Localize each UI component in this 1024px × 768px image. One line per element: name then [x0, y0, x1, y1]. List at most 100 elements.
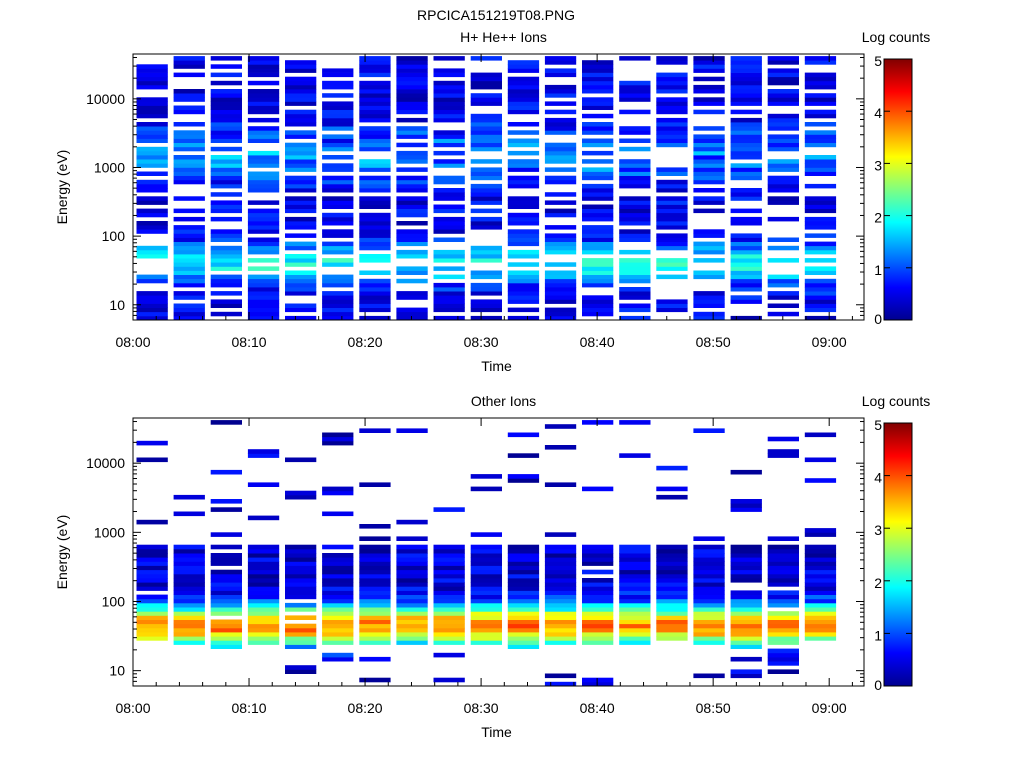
heatmap-cell [285, 225, 317, 230]
heatmap-cell [619, 569, 651, 575]
heatmap-cell [470, 93, 502, 98]
heatmap-cell [656, 171, 688, 176]
heatmap-cell [433, 615, 465, 620]
heatmap-cell [730, 192, 762, 197]
heatmap-cell [322, 557, 354, 562]
heatmap-cell [693, 150, 725, 156]
heatmap-cell [210, 282, 242, 288]
heatmap-cell [396, 241, 428, 247]
heatmap-cell [173, 155, 205, 160]
heatmap-cell [507, 237, 540, 242]
x-tick-label: 08:50 [696, 334, 731, 350]
heatmap-cell [173, 163, 205, 168]
heatmap-cell [173, 196, 205, 201]
heatmap-cell [359, 113, 391, 119]
heatmap-cell [656, 134, 688, 139]
heatmap-cell [433, 208, 465, 214]
heatmap-cell [507, 291, 540, 296]
heatmap-cell [767, 68, 799, 73]
heatmap-cell [507, 60, 540, 65]
heatmap-cell [767, 278, 799, 284]
heatmap-cell [285, 117, 317, 123]
heatmap-cell [730, 278, 762, 284]
heatmap-cell [247, 299, 280, 304]
heatmap-cell [210, 105, 242, 110]
heatmap-cell [433, 507, 465, 512]
heatmap-cell [470, 307, 502, 313]
heatmap-cell [507, 163, 540, 168]
heatmap-cell [359, 282, 391, 288]
heatmap-cell [136, 134, 168, 139]
heatmap-cell [507, 270, 540, 275]
heatmap-cell [507, 254, 540, 259]
x-axis-label: Time [481, 358, 512, 374]
heatmap-cell [804, 636, 837, 641]
heatmap-cell [804, 602, 837, 608]
heatmap-cell [730, 64, 762, 69]
heatmap-cell [210, 636, 242, 641]
heatmap-cell [359, 602, 391, 608]
heatmap-cell [470, 615, 502, 620]
heatmap-cell [693, 544, 725, 550]
heatmap-cell [322, 594, 354, 600]
plot-frame [132, 53, 865, 321]
heatmap-cell [693, 146, 725, 152]
heatmap-cell [247, 72, 280, 78]
heatmap-cell [619, 216, 651, 222]
heatmap-cell [396, 573, 428, 579]
heatmap-cell [730, 565, 762, 571]
heatmap-cell [507, 619, 540, 625]
heatmap-cell [582, 245, 614, 251]
heatmap-cell [767, 72, 799, 78]
heatmap-cell [210, 56, 242, 61]
heatmap-cell [433, 611, 465, 616]
heatmap-cell [470, 159, 502, 164]
heatmap-cell [619, 249, 651, 255]
heatmap-cell [396, 167, 428, 172]
colorbar-tick-label: 1 [874, 627, 882, 643]
heatmap-cell [730, 138, 762, 143]
heatmap-cell [544, 146, 577, 152]
heatmap-cell [730, 656, 762, 662]
heatmap-cell [693, 565, 725, 571]
heatmap-cell [359, 105, 391, 110]
heatmap-cell [247, 611, 280, 616]
heatmap-cell [470, 188, 502, 193]
heatmap-cell [656, 636, 688, 641]
heatmap-cell [359, 428, 391, 433]
heatmap-cell [136, 291, 168, 296]
heatmap-cell [322, 84, 354, 90]
heatmap-cell [433, 573, 465, 579]
heatmap-cell [582, 594, 614, 600]
heatmap-cell [470, 221, 502, 226]
heatmap-cell [396, 311, 428, 317]
heatmap-cell [619, 307, 651, 313]
heatmap-cell [322, 553, 354, 558]
heatmap-cell [656, 200, 688, 205]
heatmap-cell [544, 673, 577, 679]
heatmap-cell [804, 287, 837, 292]
heatmap-cell [322, 229, 354, 234]
heatmap-cell [470, 249, 502, 255]
heatmap-cell [433, 582, 465, 587]
heatmap-cell [210, 89, 242, 94]
heatmap-cell [359, 179, 391, 185]
heatmap-cell [507, 109, 540, 115]
heatmap-cell [507, 295, 540, 300]
heatmap-cell [173, 573, 205, 579]
heatmap-cell [544, 619, 577, 625]
heatmap-cell [359, 134, 391, 139]
heatmap-cell [544, 573, 577, 579]
heatmap-cell [396, 188, 428, 193]
heatmap-cell [582, 171, 614, 176]
heatmap-cell [322, 578, 354, 583]
heatmap-cell [767, 80, 799, 86]
heatmap-cell [470, 598, 502, 604]
heatmap-cell [210, 109, 242, 115]
heatmap-cell [693, 138, 725, 143]
heatmap-cell [582, 548, 614, 554]
heatmap-cell [210, 594, 242, 600]
heatmap-cell [804, 171, 837, 176]
heatmap-cell [544, 282, 577, 288]
